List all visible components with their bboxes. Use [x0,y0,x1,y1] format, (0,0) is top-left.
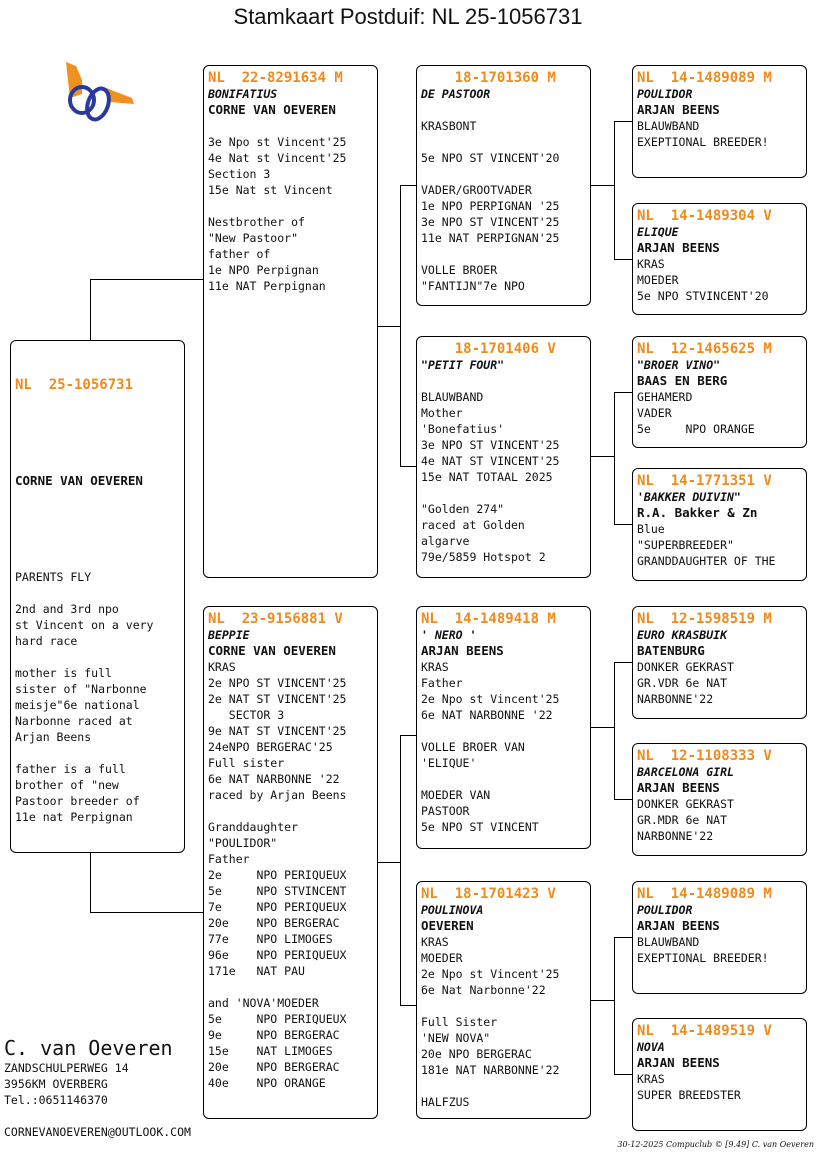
great-grandparent-card: NL 14-1771351 V 'BAKKER DUIVIN" R.A. Bakke… [632,468,807,581]
great-grandparent-card: NL 12-1465625 M "BROER VINO" BAAS EN BERG G… [632,336,807,448]
owner: R.A. Bakker & Zn [637,505,758,520]
notes: PARENTS FLY 2nd and 3rd npo st Vincent o… [15,570,154,824]
street: ZANDSCHULPERWEG 14 [4,1061,129,1075]
city: 3956KM OVERBERG [4,1077,108,1091]
pigeon-name: BONIFATIUS [208,87,278,101]
owner: CORNE VAN OEVEREN [208,643,336,658]
notes: KRAS MOEDER 2e Npo st Vincent'25 6e Nat … [421,935,560,1109]
notes: Blue "SUPERBREEDER" GRANDDAUGHTER OF THE [637,522,776,568]
owner: ARJAN BEENS [637,918,720,933]
notes: BLAUWBAND EXEPTIONAL BREEDER! [637,119,769,149]
ring-number: NL 18-1701423 V [421,886,556,902]
ring-number: NL 12-1598519 M [637,611,772,627]
phone: Tel.:0651146370 [4,1093,108,1107]
ring-number: NL 14-1489089 M [637,70,772,86]
owner: CORNE VAN OEVEREN [208,102,336,117]
great-grandparent-card: NL 12-1108333 V BARCELONA GIRL ARJAN BEENS… [632,743,807,856]
pigeon-name: BEPPIE [208,628,250,642]
owner: BATENBURG [637,643,705,658]
grandparent-card: 18-1701360 M DE PASTOOR KRASBONT 5e NPO S… [416,65,591,306]
great-grandparent-card: NL 12-1598519 M EURO KRASBUIK BATENBURG DON… [632,606,807,719]
notes: KRAS 2e NPO ST VINCENT'25 2e NAT ST VINC… [208,660,347,1090]
pigeon-name: DE PASTOOR [421,87,491,101]
notes: KRAS MOEDER 5e NPO STVINCENT'20 [637,257,769,303]
ring-number: NL 14-1489304 V [637,208,772,224]
club-logo [66,62,134,122]
notes: BLAUWBAND EXEPTIONAL BREEDER! [637,935,769,965]
great-grandparent-card: NL 14-1489304 V ELIQUE ARJAN BEENS KRAS MOE… [632,203,807,315]
owner-address: C. van Oeveren ZANDSCHULPERWEG 14 3956KM… [4,1036,173,1108]
grandparent-card: NL 14-1489418 M ' NERO ' ARJAN BEENS KRAS F… [416,606,591,849]
owner: ARJAN BEENS [637,780,720,795]
great-grandparent-card: NL 14-1489089 M POULIDOR ARJAN BEENS BLAUWB… [632,65,807,178]
pigeon-name: BARCELONA GIRL [637,765,734,779]
ring-number: NL 25-1056731 [15,377,134,393]
footer: 30-12-2025 Compuclub © [9.49] C. van Oev… [617,1140,814,1149]
ring-number: NL 22-8291634 M [208,70,343,86]
sire-card: NL 22-8291634 M BONIFATIUS CORNE VAN OEVER… [203,65,378,578]
pigeon-name: POULINOVA [421,903,484,917]
ring-number: 18-1701406 V [421,341,556,357]
pigeon-name: ELIQUE [637,225,679,239]
pigeon-name: "BROER VINO" [637,358,721,372]
ring-number: NL 14-1771351 V [637,473,772,489]
grandparent-card: 18-1701406 V "PETIT FOUR" BLAUWBAND Mothe… [416,336,591,578]
pigeon-name: POULIDOR [637,87,693,101]
great-grandparent-card: NL 14-1489519 V NOVA ARJAN BEENS KRAS SUPER… [632,1018,807,1131]
notes: DONKER GEKRAST GR.VDR 6e NAT NARBONNE'22 [637,660,734,706]
pigeon-name: POULIDOR [637,903,693,917]
grandparent-card: NL 18-1701423 V POULINOVA OEVEREN KRAS MOED… [416,881,591,1119]
ring-number: NL 12-1108333 V [637,748,772,764]
pigeon-name: ' NERO ' [421,628,477,642]
ring-number: NL 14-1489418 M [421,611,556,627]
owner: OEVEREN [421,918,474,933]
pigeon-name: "PETIT FOUR" [421,358,505,372]
notes: KRAS SUPER BREEDSTER [637,1072,741,1102]
notes: GEHAMERD VADER 5e NPO ORANGE [637,390,755,436]
ring-number: NL 14-1489089 M [637,886,772,902]
ring-number: NL 23-9156881 V [208,611,343,627]
owner: ARJAN BEENS [637,240,720,255]
owner: BAAS EN BERG [637,373,728,388]
page-title: Stamkaart Postduif: NL 25-1056731 [233,4,583,29]
pigeon-name: 'BAKKER DUIVIN" [637,490,741,504]
ring-number: 18-1701360 M [421,70,556,86]
owner: ARJAN BEENS [637,1055,720,1070]
owner: ARJAN BEENS [421,643,504,658]
main-pigeon-card: NL 25-1056731 CORNE VAN OEVEREN PARENTS … [10,340,185,853]
pigeon-name: EURO KRASBUIK [637,628,728,642]
notes: KRASBONT 5e NPO ST VINCENT'20 VADER/GROO… [421,119,560,293]
owner: CORNE VAN OEVEREN [15,473,143,488]
notes: BLAUWBAND Mother 'Bonefatius' 3e NPO ST … [421,390,560,564]
great-grandparent-card: NL 14-1489089 M POULIDOR ARJAN BEENS BLAUWB… [632,881,807,994]
ring-number: NL 14-1489519 V [637,1023,772,1039]
owner: ARJAN BEENS [637,102,720,117]
pigeon-name: NOVA [637,1040,665,1054]
breeder-name: C. van Oeveren [4,1036,173,1060]
notes: 3e Npo st Vincent'25 4e Nat st Vincent'2… [208,135,347,293]
email: CORNEVANOEVEREN@OUTLOOK.COM [4,1125,191,1139]
notes: DONKER GEKRAST GR.MDR 6e NAT NARBONNE'22 [637,797,734,843]
notes: KRAS Father 2e Npo st Vincent'25 6e NAT … [421,660,560,834]
ring-number: NL 12-1465625 M [637,341,772,357]
dam-card: NL 23-9156881 V BEPPIE CORNE VAN OEVEREN KR… [203,606,378,1119]
